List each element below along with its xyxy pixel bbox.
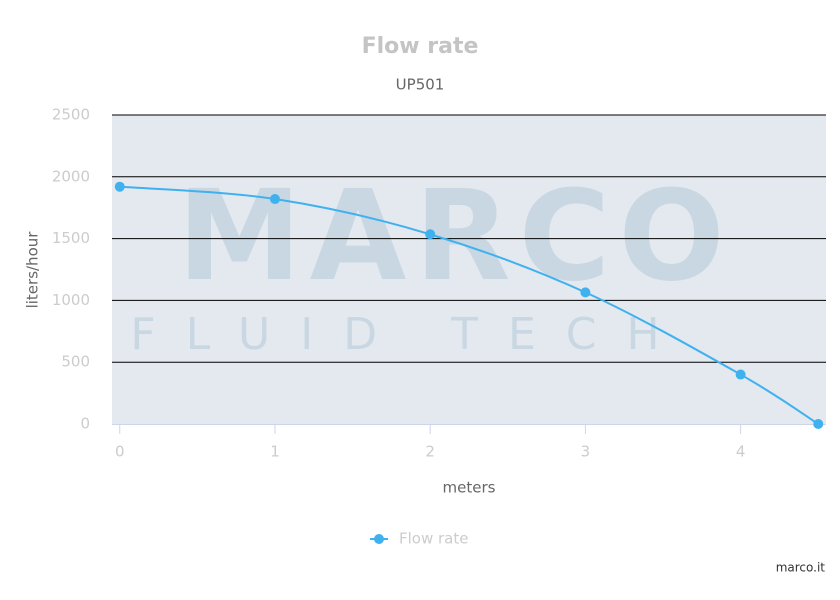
y-tick-label: 500 xyxy=(61,353,90,371)
legend-item[interactable]: Flow rate xyxy=(370,530,468,548)
x-tick-label: 4 xyxy=(736,443,746,461)
y-tick-label: 2500 xyxy=(52,106,90,124)
chart-title: Flow rate xyxy=(362,34,479,59)
data-point xyxy=(735,369,746,380)
y-tick-label: 1500 xyxy=(52,229,90,247)
data-point xyxy=(425,229,436,240)
data-point xyxy=(580,287,591,298)
x-tick-label: 0 xyxy=(115,443,125,461)
data-point xyxy=(114,181,125,192)
y-tick-label: 0 xyxy=(80,415,90,433)
watermark: MARCO xyxy=(177,164,732,309)
y-tick-label: 1000 xyxy=(52,291,90,309)
chart-subtitle: UP501 xyxy=(396,76,445,94)
y-tick-label: 2000 xyxy=(52,167,90,185)
data-point xyxy=(813,419,824,429)
x-tick-label: 3 xyxy=(581,443,591,461)
x-tick-label: 2 xyxy=(425,443,435,461)
legend-marker xyxy=(374,534,384,544)
x-axis-label: meters xyxy=(443,479,496,497)
data-point xyxy=(269,194,280,205)
y-axis-label: liters/hour xyxy=(24,231,42,309)
plot-background xyxy=(112,115,826,424)
legend-label: Flow rate xyxy=(399,530,468,548)
credits: marco.it xyxy=(776,561,826,575)
x-tick-label: 1 xyxy=(270,443,280,461)
watermark: FLUID TECH xyxy=(130,309,689,360)
